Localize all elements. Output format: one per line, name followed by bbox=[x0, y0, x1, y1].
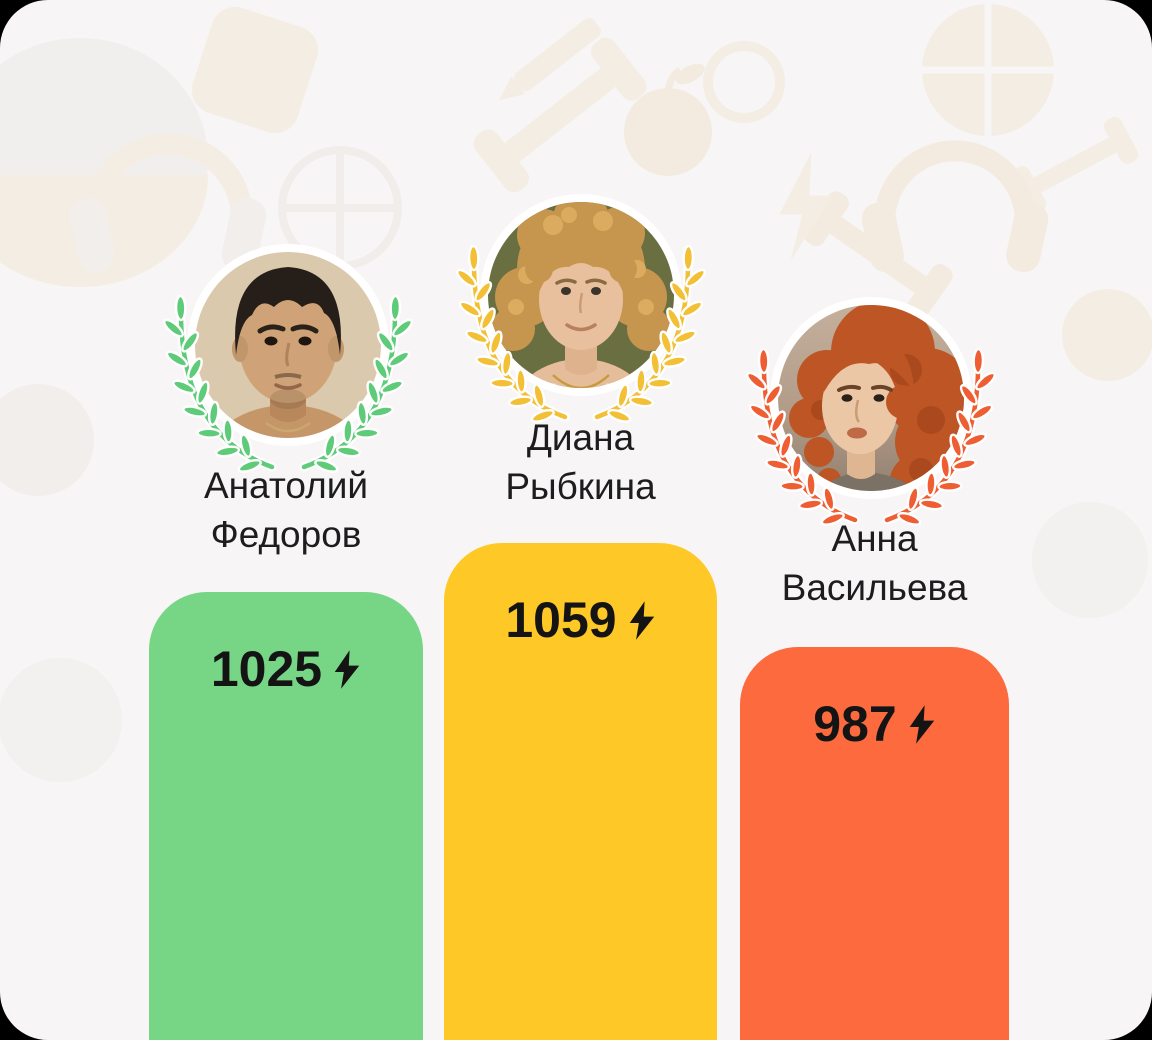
entry-name-line1: Анатолий bbox=[203, 465, 369, 506]
lightning-bolt-icon bbox=[909, 704, 934, 744]
avatar-photo bbox=[488, 202, 674, 388]
score-bar: 1025 bbox=[149, 592, 423, 1040]
lightning-bolt-icon bbox=[629, 600, 654, 640]
blob bbox=[0, 384, 94, 496]
entry-name: Анна Васильева bbox=[740, 514, 1009, 612]
entry-name-line2: Рыбкина bbox=[505, 466, 656, 507]
score-value: 1025 bbox=[210, 641, 323, 697]
dumbbell-icon bbox=[473, 37, 647, 193]
headphones-icon bbox=[861, 140, 1049, 273]
laurel-wreath-icon bbox=[746, 347, 996, 526]
avatar bbox=[441, 177, 721, 437]
lightning-icon bbox=[779, 152, 833, 261]
lightning-bolt-icon bbox=[334, 649, 360, 689]
entry-name-line1: Диана bbox=[526, 417, 635, 458]
entry-name-line2: Федоров bbox=[210, 514, 362, 555]
dumbbell-icon bbox=[1011, 117, 1139, 213]
avatar-photo bbox=[195, 252, 381, 438]
basketball-icon bbox=[922, 4, 1054, 136]
entry-name-line2: Васильева bbox=[781, 567, 968, 608]
entry-name: Диана Рыбкина bbox=[444, 413, 717, 511]
laurel-wreath-icon bbox=[456, 244, 706, 423]
pencil-icon bbox=[499, 17, 601, 101]
entry-score: 1025 bbox=[149, 592, 423, 695]
blob bbox=[0, 658, 122, 782]
blob bbox=[1032, 502, 1148, 618]
avatar bbox=[148, 227, 428, 487]
score-bar: 987 bbox=[740, 647, 1009, 1040]
score-value: 987 bbox=[813, 696, 897, 752]
score-value: 1059 bbox=[505, 592, 617, 648]
entry-name-line1: Анна bbox=[831, 518, 918, 559]
apple-icon bbox=[624, 63, 712, 176]
clock-icon bbox=[703, 41, 785, 123]
avatar bbox=[731, 280, 1011, 540]
blob bbox=[1062, 289, 1152, 381]
entry-score: 1059 bbox=[444, 543, 717, 646]
square-blob bbox=[191, 6, 319, 134]
entry-name: Анатолий Федоров bbox=[149, 461, 423, 559]
laurel-wreath-icon bbox=[163, 294, 413, 473]
entry-score: 987 bbox=[740, 647, 1009, 750]
score-bar: 1059 bbox=[444, 543, 717, 1040]
